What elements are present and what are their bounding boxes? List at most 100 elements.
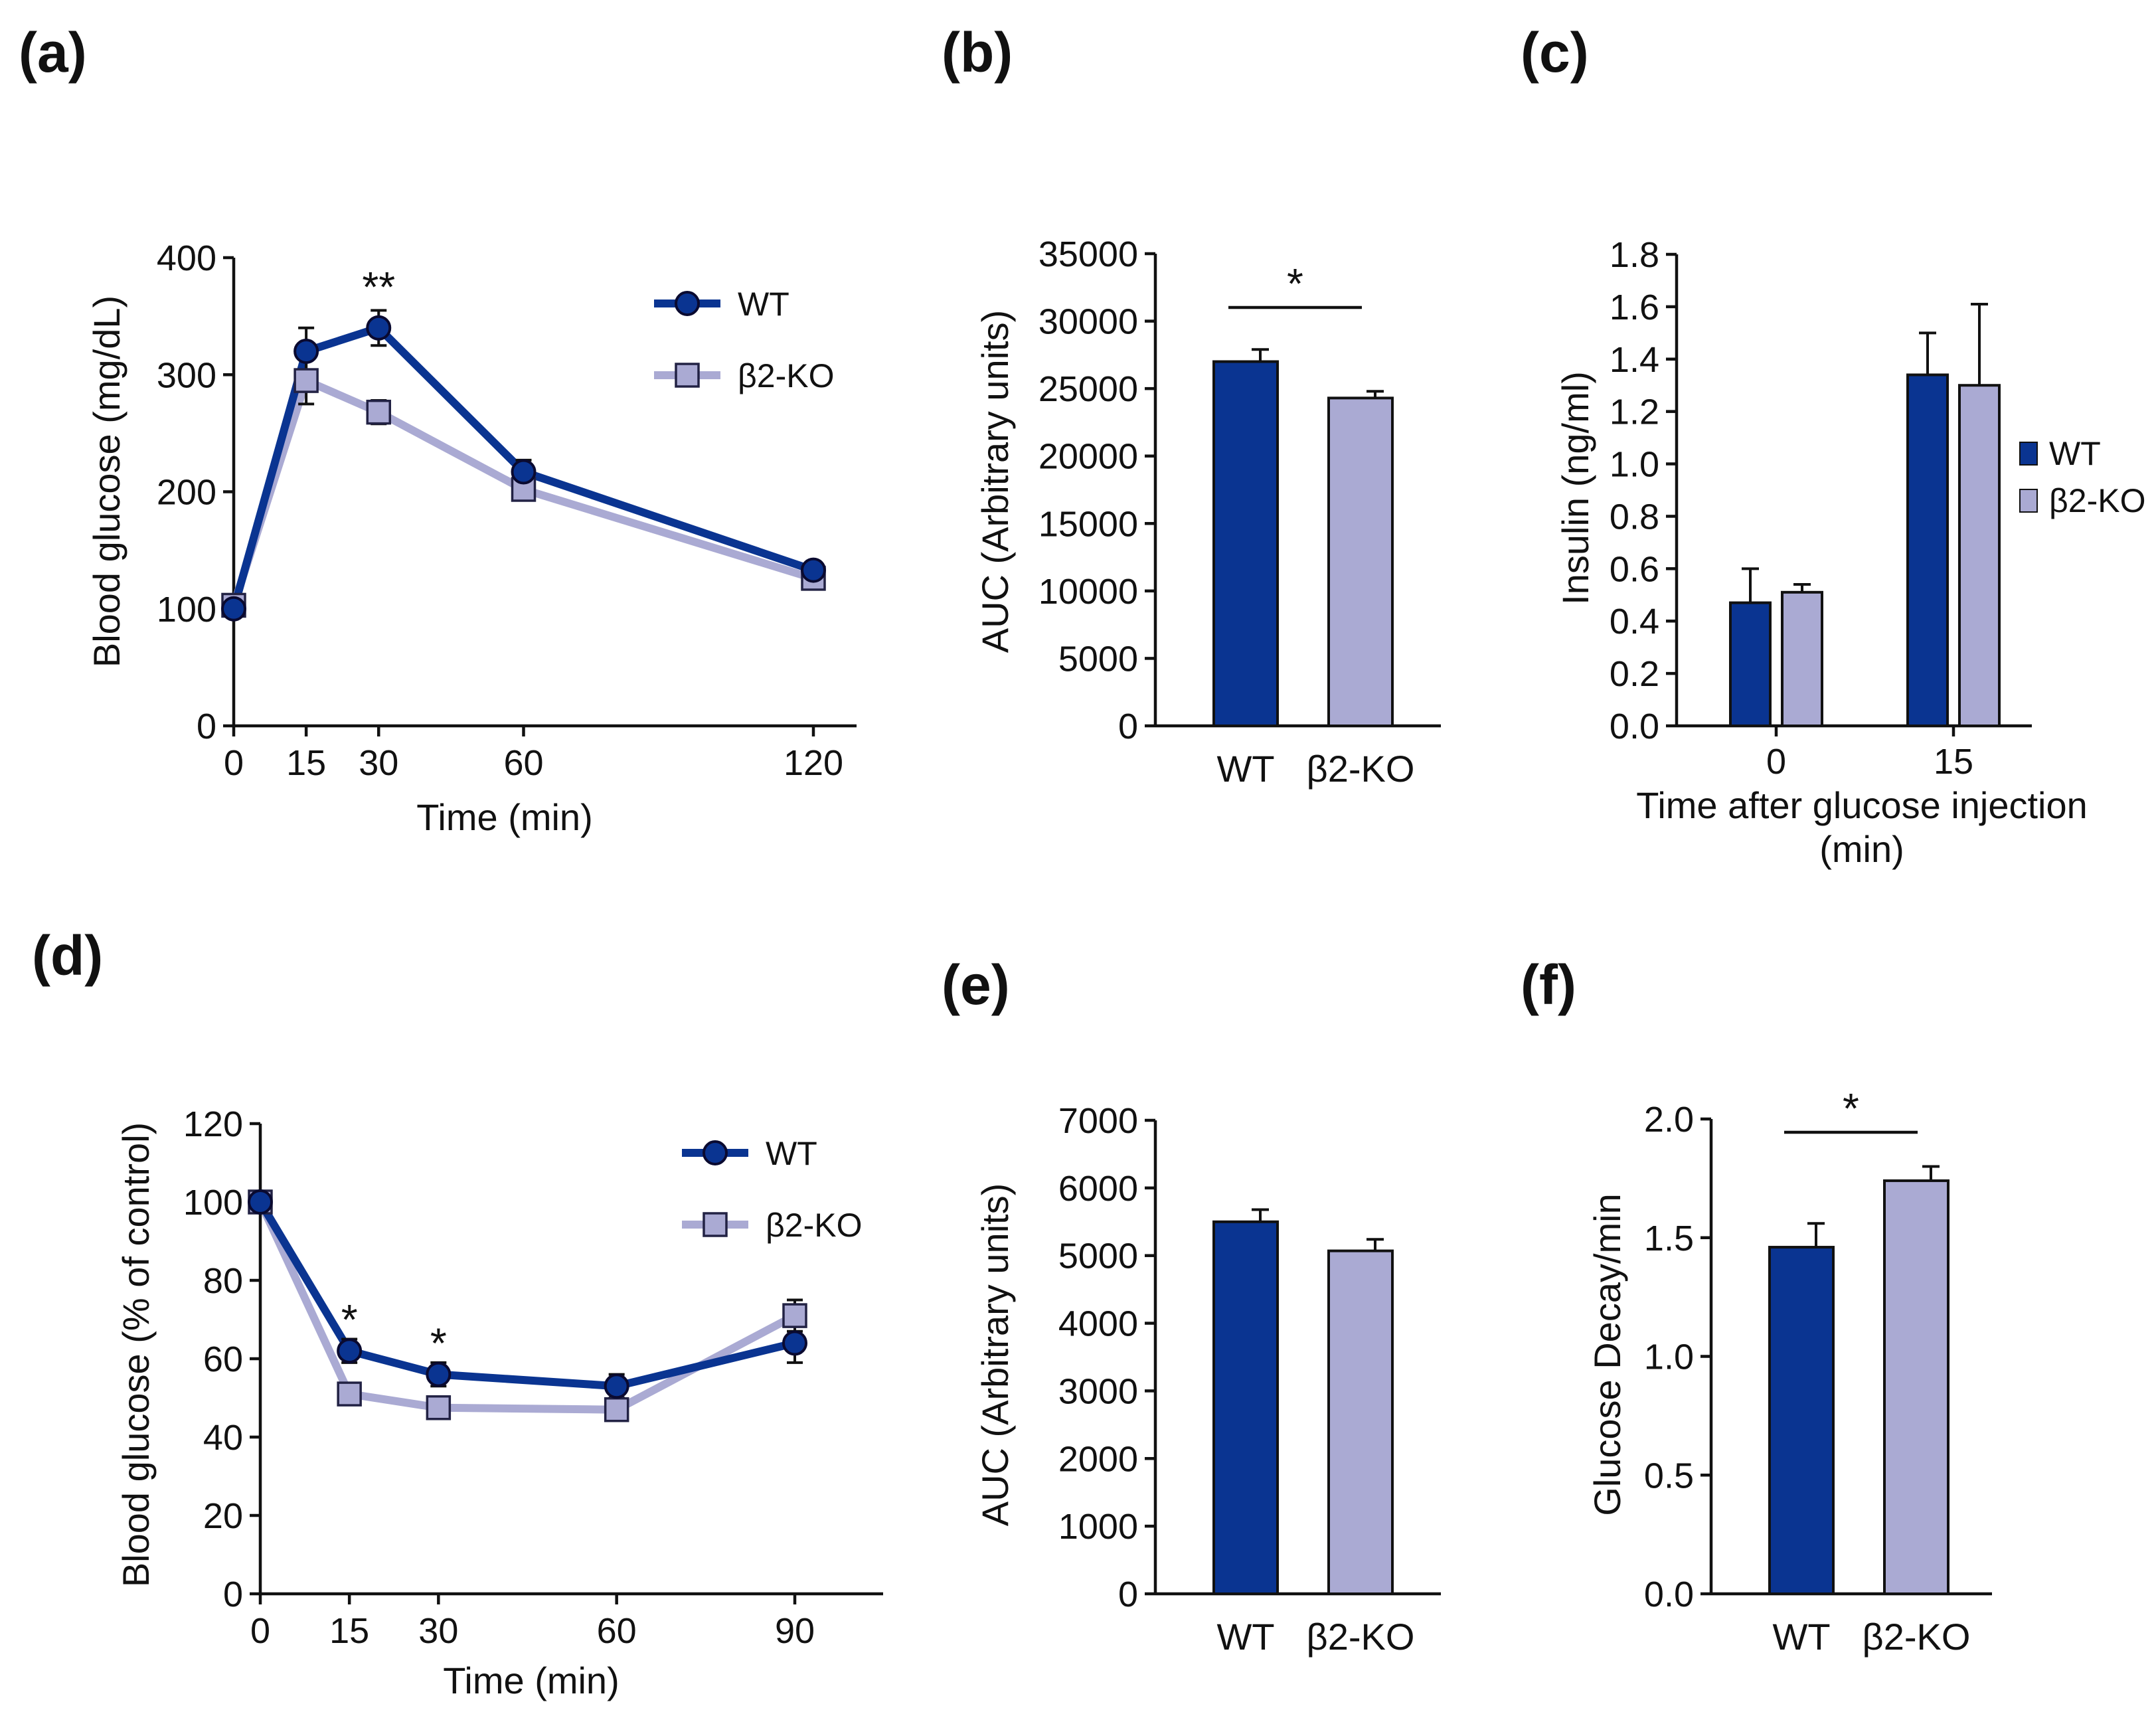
- ytick-label-b: 25000: [1038, 369, 1138, 409]
- xtick-label-a: 120: [784, 743, 843, 783]
- ytick-label-e: 6000: [1058, 1169, 1138, 1209]
- ytick-label-c: 1.2: [1610, 392, 1659, 432]
- legend-label-ko-a: β2-KO: [738, 357, 834, 394]
- xtick-label-a: 30: [359, 743, 398, 783]
- ytick-label-f: 1.5: [1644, 1219, 1694, 1258]
- panel-label-f: (f): [1521, 954, 1576, 1016]
- significance-marker-d: *: [341, 1296, 358, 1343]
- ytick-label-c: 0.2: [1610, 654, 1659, 694]
- panel-label-a: (a): [19, 21, 87, 84]
- data-point-ko-d: [337, 1381, 362, 1407]
- bar-wt-c: [1729, 601, 1772, 727]
- ytick-label-d: 40: [203, 1418, 243, 1458]
- xlabel-a: Time (min): [416, 796, 592, 838]
- legend-marker-wt-a: [675, 291, 700, 316]
- legend-marker-ko-d: [703, 1212, 728, 1237]
- bar-wt-b: [1212, 360, 1279, 727]
- ytick-label-c: 0.0: [1610, 707, 1659, 746]
- ytick-label-e: 4000: [1058, 1304, 1138, 1344]
- ytick-label-d: 20: [203, 1496, 243, 1536]
- panel-label-b: (b): [942, 21, 1013, 84]
- legend-swatch-wt-c: [2019, 442, 2038, 466]
- xtick-label-d: 60: [597, 1611, 637, 1651]
- ytick-label-b: 10000: [1038, 572, 1138, 612]
- bar-ko-c: [1781, 590, 1823, 727]
- xtick-label-e: WT: [1216, 1616, 1274, 1658]
- bar-ko-b: [1327, 396, 1394, 727]
- xtick-label-c: 15: [1934, 742, 1973, 782]
- ytick-label-e: 7000: [1058, 1101, 1138, 1141]
- ylabel-a: Blood glucose (mg/dL): [86, 296, 127, 667]
- ytick-label-c: 1.0: [1610, 445, 1659, 485]
- xlabel-c-line1: Time after glucose injection: [1636, 784, 2088, 826]
- ytick-label-b: 35000: [1038, 234, 1138, 274]
- ylabel-b: AUC (Arbitrary units): [974, 310, 1016, 653]
- legend-swatch-ko-c: [2019, 489, 2038, 513]
- ytick-label-e: 2000: [1058, 1439, 1138, 1479]
- data-point-wt-a: [293, 339, 319, 364]
- ylabel-c: Insulin (ng/ml): [1554, 371, 1596, 605]
- significance-marker-a: **: [362, 263, 395, 311]
- ytick-label-a: 100: [157, 590, 216, 630]
- ytick-label-c: 1.4: [1610, 340, 1659, 380]
- ytick-label-b: 0: [1118, 707, 1138, 746]
- xtick-label-c: 0: [1766, 742, 1786, 782]
- ytick-label-d: 120: [183, 1104, 243, 1144]
- data-point-ko-a: [366, 399, 391, 425]
- significance-marker-b: *: [1287, 260, 1303, 307]
- xtick-label-d: 30: [418, 1611, 458, 1651]
- legend-label-wt-a: WT: [738, 286, 789, 323]
- ytick-label-c: 1.6: [1610, 288, 1659, 327]
- xlabel-d: Time (min): [443, 1660, 619, 1701]
- bar-wt-f: [1768, 1246, 1835, 1596]
- ytick-label-f: 2.0: [1644, 1100, 1694, 1140]
- significance-marker-f: *: [1843, 1084, 1859, 1132]
- data-point-wt-d: [337, 1338, 363, 1364]
- bar-wt-c: [1906, 373, 1949, 727]
- ytick-label-a: 300: [157, 355, 216, 395]
- bar-ko-e: [1327, 1249, 1394, 1595]
- data-point-wt-a: [511, 459, 537, 485]
- ytick-label-d: 60: [203, 1339, 243, 1379]
- bar-ko-f: [1883, 1179, 1949, 1595]
- panel-label-e: (e): [942, 954, 1010, 1016]
- data-point-wt-d: [782, 1330, 807, 1356]
- ytick-label-b: 30000: [1038, 302, 1138, 342]
- ytick-label-b: 5000: [1058, 639, 1138, 679]
- legend-label-ko-d: β2-KO: [766, 1207, 862, 1244]
- legend-label-ko-c: β2-KO: [2049, 482, 2145, 519]
- data-point-wt-a: [221, 596, 246, 622]
- ytick-label-f: 0.5: [1644, 1456, 1694, 1496]
- ytick-label-e: 0: [1118, 1575, 1138, 1614]
- legend-label-wt-c: WT: [2049, 435, 2101, 472]
- legend-label-wt-d: WT: [766, 1135, 817, 1172]
- ytick-label-c: 0.4: [1610, 602, 1659, 642]
- xtick-label-d: 90: [775, 1611, 815, 1651]
- xtick-label-d: 15: [329, 1611, 369, 1651]
- data-point-ko-a: [293, 368, 319, 393]
- xtick-label-f: β2-KO: [1863, 1616, 1971, 1658]
- xlabel-c-line2: (min): [1819, 828, 1904, 870]
- xtick-label-f: WT: [1772, 1616, 1830, 1658]
- data-point-wt-d: [248, 1189, 273, 1215]
- data-point-wt-d: [426, 1361, 452, 1387]
- significance-marker-d: *: [430, 1319, 447, 1367]
- ytick-label-e: 5000: [1058, 1237, 1138, 1276]
- ylabel-d: Blood glucose (% of control): [115, 1122, 157, 1587]
- data-point-wt-a: [801, 557, 826, 583]
- xtick-label-a: 15: [286, 743, 326, 783]
- ytick-label-e: 1000: [1058, 1507, 1138, 1547]
- xtick-label-d: 0: [250, 1611, 270, 1651]
- ytick-label-f: 1.0: [1644, 1337, 1694, 1377]
- ytick-label-e: 3000: [1058, 1371, 1138, 1411]
- panel-label-c: (c): [1521, 21, 1589, 84]
- ytick-label-c: 0.8: [1610, 497, 1659, 537]
- legend-marker-wt-d: [703, 1140, 728, 1165]
- ytick-label-d: 80: [203, 1261, 243, 1301]
- xtick-label-b: WT: [1216, 748, 1274, 790]
- data-point-ko-d: [782, 1303, 807, 1328]
- bar-wt-e: [1212, 1220, 1279, 1596]
- data-point-wt-d: [604, 1373, 629, 1399]
- xtick-label-a: 0: [224, 743, 244, 783]
